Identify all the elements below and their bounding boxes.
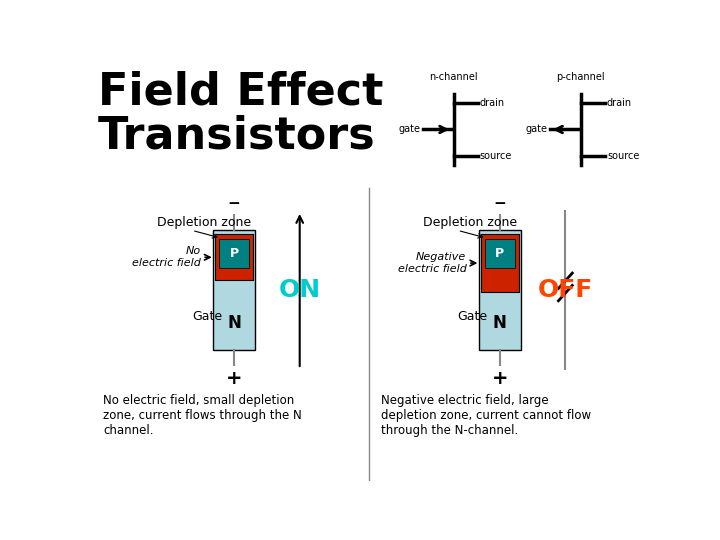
- Text: N: N: [228, 314, 241, 333]
- Text: P: P: [495, 247, 505, 260]
- Text: source: source: [607, 151, 639, 161]
- Text: Gate: Gate: [457, 310, 487, 323]
- Text: gate: gate: [399, 125, 420, 134]
- Text: n-channel: n-channel: [429, 72, 478, 83]
- Text: −: −: [228, 196, 240, 211]
- Text: +: +: [226, 369, 243, 388]
- Text: Depletion zone: Depletion zone: [157, 216, 251, 229]
- Text: P: P: [230, 247, 239, 260]
- Bar: [481, 234, 519, 292]
- Text: p-channel: p-channel: [557, 72, 605, 83]
- Text: +: +: [492, 369, 508, 388]
- Text: gate: gate: [526, 125, 548, 134]
- Text: Field Effect: Field Effect: [98, 71, 383, 114]
- Text: N: N: [493, 314, 507, 333]
- Bar: [485, 239, 515, 268]
- Text: source: source: [480, 151, 512, 161]
- Text: ON: ON: [279, 278, 321, 302]
- Text: Depletion zone: Depletion zone: [423, 216, 517, 229]
- Text: Negative
electric field: Negative electric field: [397, 252, 467, 274]
- Text: Negative electric field, large
depletion zone, current cannot flow
through the N: Negative electric field, large depletion…: [381, 394, 590, 437]
- Text: OFF: OFF: [538, 278, 593, 302]
- Text: drain: drain: [607, 98, 632, 109]
- Text: drain: drain: [480, 98, 505, 109]
- Bar: [213, 231, 256, 350]
- Text: No electric field, small depletion
zone, current flows through the N
channel.: No electric field, small depletion zone,…: [104, 394, 302, 437]
- Bar: [479, 231, 521, 350]
- Text: Transistors: Transistors: [98, 115, 376, 158]
- Bar: [215, 234, 253, 280]
- Text: Gate: Gate: [192, 310, 222, 323]
- Bar: [219, 239, 249, 268]
- Text: −: −: [493, 196, 506, 211]
- Text: No
electric field: No electric field: [132, 246, 201, 268]
